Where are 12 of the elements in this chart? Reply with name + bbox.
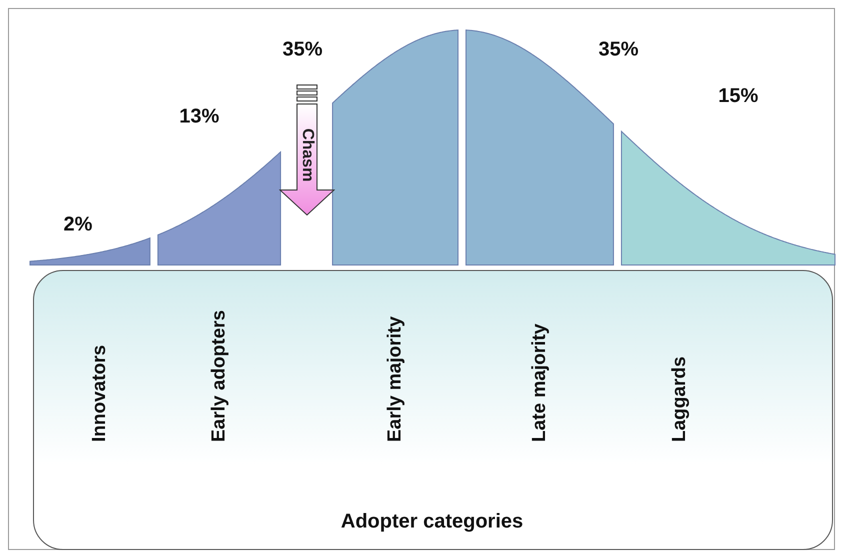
category-label: Innovators: [89, 344, 110, 442]
data-label: 35%: [598, 38, 639, 61]
data-label: 35%: [282, 38, 323, 61]
data-label: 13%: [179, 105, 220, 128]
category-label: Late majority: [528, 323, 550, 442]
category-label: Early majority: [384, 316, 406, 442]
category-label: Laggards: [669, 356, 690, 442]
data-label: 15%: [718, 84, 758, 107]
data-label: 2%: [64, 214, 93, 236]
category-label: Early adopters: [208, 310, 230, 442]
text: Adopter categories: [340, 510, 524, 533]
text: Chasm: [298, 127, 316, 184]
